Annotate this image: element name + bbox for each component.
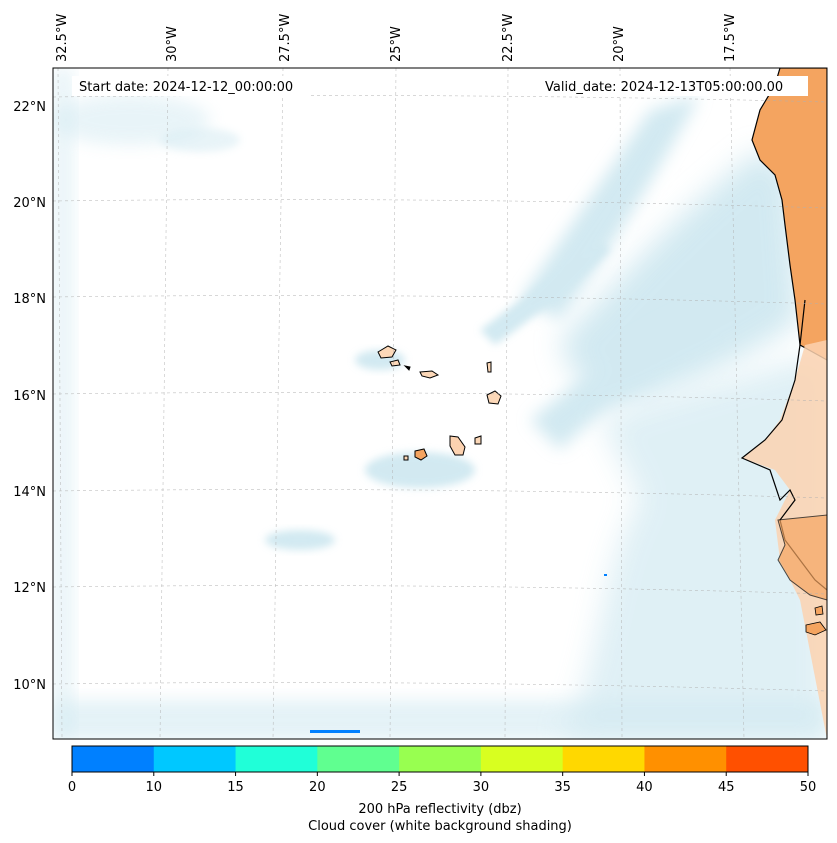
island-brava [403, 455, 409, 461]
island-sao-vicente [389, 359, 401, 367]
reflectivity-blip-east [604, 574, 607, 576]
lon-label: 20°W [612, 26, 627, 62]
parallel-12n [53, 585, 827, 595]
meridian-22-5w [504, 68, 509, 739]
cloud-band-diagonal-3 [530, 310, 720, 450]
colorbar-tick-label: 45 [718, 780, 735, 795]
parallel-14n [53, 489, 827, 499]
meridian-17-5w [729, 68, 745, 739]
reflectivity-blip-south [310, 730, 360, 733]
cloud-patch-center [365, 452, 475, 488]
colorbar-swatch [726, 746, 809, 772]
parallel-16n [53, 392, 827, 402]
colorbar-tick-label: 40 [636, 780, 653, 795]
lat-label: 10°N [13, 678, 46, 693]
colorbar-swatch [317, 746, 400, 772]
lat-label: 18°N [13, 292, 46, 307]
colorbar-swatch [72, 746, 155, 772]
meridian-27-5w [272, 68, 284, 739]
valid-date-box [540, 76, 808, 96]
bijagos-islands [805, 605, 827, 636]
lon-label: 27.5°W [278, 14, 293, 62]
colorbar: 0 10 15 20 25 30 35 40 45 50 200 hPa reflectivity… [68, 745, 816, 834]
colorbar-tick-label: 50 [800, 780, 817, 795]
lat-label: 12°N [13, 581, 46, 596]
cloud-patch-sw [265, 530, 335, 550]
guinea-bissau-coast [777, 514, 827, 601]
meridian-20w [619, 68, 623, 739]
land-mask [740, 68, 827, 739]
colorbar-tick-label: 0 [68, 780, 76, 795]
lon-label: 32.5°W [55, 14, 70, 62]
island-sao-nicolau [419, 370, 440, 379]
colorbar-ticks: 0 10 15 20 25 30 35 40 45 50 [68, 772, 816, 795]
colorbar-swatch [399, 746, 482, 772]
colorbar-label-reflectivity: 200 hPa reflectivity (dbz) [358, 802, 521, 817]
parallel-20n [53, 199, 827, 209]
colorbar-tick-label: 10 [146, 780, 163, 795]
colorbar-tick-label: 30 [473, 780, 490, 795]
colorbar-label-cloud-cover: Cloud cover (white background shading) [308, 819, 572, 834]
cloud-band-diagonal-2 [560, 150, 800, 402]
island-santiago [449, 435, 466, 456]
parallel-10n [53, 682, 827, 692]
lon-label: 17.5°W [723, 14, 738, 62]
start-date-box [72, 76, 310, 96]
lon-label: 22.5°W [501, 14, 516, 62]
island-maio [474, 435, 482, 445]
lat-label: 22°N [13, 100, 46, 115]
colorbar-swatch [235, 746, 318, 772]
colorbar-tick-label: 25 [391, 780, 408, 795]
meridian-30w [159, 68, 169, 739]
island-boa-vista [486, 390, 502, 405]
start-date-text: Start date: 2024-12-12_00:00:00 [79, 80, 293, 95]
colorbar-swatch [562, 746, 645, 772]
colorbar-swatch [153, 746, 237, 772]
cloud-band-diagonal-4 [480, 240, 610, 345]
meridian-32-5w [57, 68, 63, 739]
colorbar-tick-label: 35 [554, 780, 571, 795]
latitude-labels: 22°N 20°N 18°N 16°N 14°N 12°N 10°N [13, 100, 46, 693]
island-sal [486, 361, 492, 373]
valid-date-text: Valid_date: 2024-12-13T05:00:00.00 [545, 80, 783, 95]
lat-label: 16°N [13, 389, 46, 404]
island-santo-antao [377, 345, 397, 359]
longitude-labels: 32.5°W 30°W 27.5°W 25°W 22.5°W 20°W 17.5… [55, 14, 738, 62]
cape-verde-islands [377, 345, 502, 461]
colorbar-frame [71, 745, 809, 773]
island-santa-luzia [403, 365, 411, 371]
colorbar-swatch [480, 746, 564, 772]
meridian-25w [389, 68, 397, 739]
parallel-18n [53, 295, 827, 305]
cloud-band-diagonal-1 [520, 95, 700, 320]
colorbar-swatches [72, 746, 809, 772]
cloud-band-west [53, 68, 73, 739]
lat-label: 14°N [13, 485, 46, 500]
island-fogo [414, 448, 428, 461]
map-frame [52, 67, 828, 740]
lon-label: 30°W [165, 26, 180, 62]
cloud-patch-nw2 [160, 128, 240, 152]
colorbar-tick-label: 20 [309, 780, 326, 795]
colorbar-swatch [644, 746, 727, 772]
lat-label: 20°N [13, 196, 46, 211]
colorbar-tick-label: 15 [227, 780, 244, 795]
lon-label: 25°W [389, 26, 404, 62]
